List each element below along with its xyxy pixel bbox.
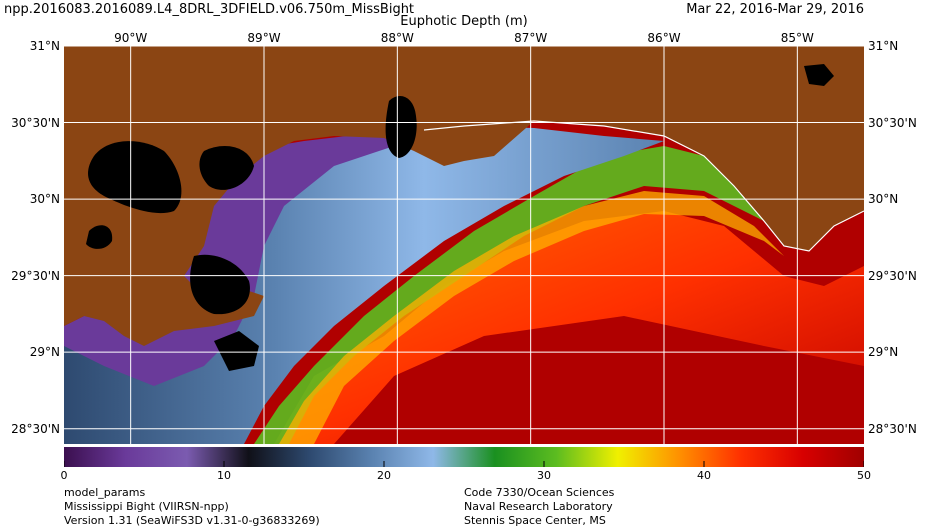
graticule [64,46,864,444]
lat-label-left-1: 30°30'N [11,115,60,130]
colorbar-label-3: 30 [537,469,551,482]
footer-left: model_params Mississippi Bight (VIIRSN-n… [64,486,320,528]
lat-label-right-3: 29°30'N [868,268,917,283]
lat-label-right-5: 28°30'N [868,421,917,436]
lake-pontchartrain [88,141,182,214]
variable-title: Euphotic Depth (m) [400,14,528,29]
lake-borgne [199,146,254,190]
footer-lab: Naval Research Laboratory [464,500,613,513]
lon-label-2: 88°W [380,31,414,45]
colorbar-label-2: 20 [377,469,391,482]
small-lake [86,225,113,249]
colorbar [64,447,864,467]
barataria-bay [190,254,250,315]
delta-marsh [214,331,259,371]
colorbar-label-4: 40 [697,469,711,482]
mobile-bay [385,96,417,158]
lat-label-right-1: 30°30'N [868,115,917,130]
yellow-front [279,191,784,444]
footer-location: Stennis Space Center, MS [464,514,606,527]
lon-label-3: 87°W [514,31,548,45]
lon-label-0: 90°W [114,31,148,45]
lat-label-right-0: 31°N [868,39,899,53]
shelf-water [64,126,664,444]
inland-lake-ne [804,64,834,86]
footer-right: Code 7330/Ocean Sciences Naval Research … [464,486,614,528]
date-range: Mar 22, 2016-Mar 29, 2016 [686,2,864,17]
footer-version: Version 1.31 (SeaWiFS3D v1.31-0-g3683326… [64,514,320,527]
colorbar-label-0: 0 [60,469,68,482]
footer-code: Code 7330/Ocean Sciences [464,486,615,499]
colorbar-label-1: 10 [217,469,231,482]
footer-model-params: model_params [64,486,146,499]
lat-label-left-5: 28°30'N [11,421,60,436]
footer-region: Mississippi Bight (VIIRSN-npp) [64,500,229,513]
product-filename: npp.2016083.2016089.L4_8DRL_3DFIELD.v06.… [4,2,415,17]
lat-label-right-2: 30°N [868,192,899,207]
lon-label-1: 89°W [247,31,281,45]
lat-label-left-0: 31°N [29,39,60,53]
lat-label-right-4: 29°N [868,345,899,360]
lat-label-left-3: 29°30'N [11,268,60,283]
lat-label-left-2: 30°N [29,192,60,207]
lon-label-4: 86°W [647,31,681,45]
lon-label-5: 85°W [780,31,814,45]
coastline [423,120,864,252]
clear-water-band [274,211,864,444]
euphotic-depth-map [64,46,864,444]
colorbar-label-5: 50 [857,469,871,482]
lat-label-left-4: 29°N [29,345,60,360]
